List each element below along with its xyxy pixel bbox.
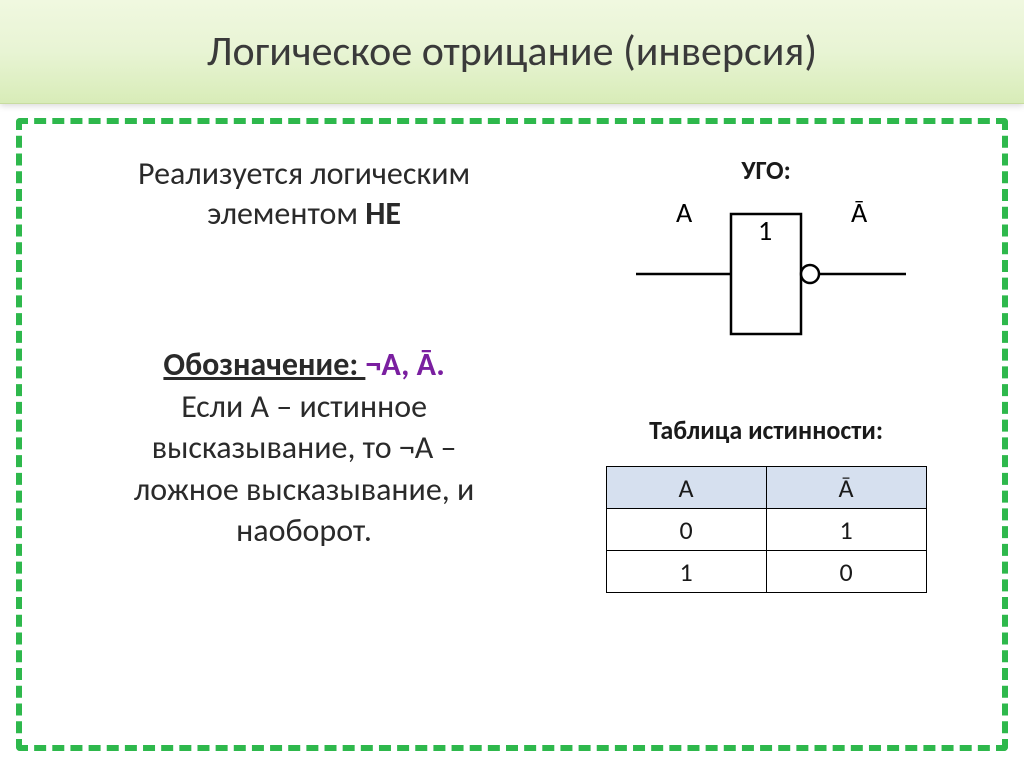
notation-line: Обозначение: ¬А, Ā. xyxy=(50,344,558,386)
truth-table: А Ā 0 1 1 0 xyxy=(606,466,927,593)
ugo-label: УГО: xyxy=(558,154,974,186)
truth-row-1: 1 0 xyxy=(606,551,926,593)
notation-desc-3: ложное высказывание, и xyxy=(50,469,558,511)
left-column: Реализуется логическим элементом НЕ Обоз… xyxy=(50,154,558,593)
truth-cell: 1 xyxy=(606,551,766,593)
notation-symbols: ¬А, Ā. xyxy=(365,345,444,384)
gate-output-label: Ā xyxy=(851,195,868,230)
truth-header-row: А Ā xyxy=(606,467,926,509)
truth-row-0: 0 1 xyxy=(606,509,926,551)
gate-input-label: A xyxy=(676,195,693,230)
slide-title: Логическое отрицание (инверсия) xyxy=(207,26,817,77)
truth-header-abar: Ā xyxy=(766,467,926,509)
notation-block: Обозначение: ¬А, Ā. Если А – истинное вы… xyxy=(50,344,558,552)
notation-desc-1: Если А – истинное xyxy=(50,386,558,428)
notation-desc-2: высказывание, то ¬А – xyxy=(50,427,558,469)
intro-bold: НЕ xyxy=(365,194,401,233)
right-column: УГО: A Ā 1 xyxy=(558,154,974,593)
gate-svg: A Ā 1 xyxy=(606,194,926,354)
truth-header-a: А xyxy=(606,467,766,509)
content-row: Реализуется логическим элементом НЕ Обоз… xyxy=(50,154,974,593)
intro-text: Реализуется логическим элементом НЕ xyxy=(50,154,558,234)
gate-symbol: 1 xyxy=(758,213,772,248)
truth-table-label: Таблица истинности: xyxy=(558,414,974,446)
gate-diagram: A Ā 1 xyxy=(606,194,926,354)
notation-desc-4: наоборот. xyxy=(50,510,558,552)
title-bar: Логическое отрицание (инверсия) xyxy=(0,0,1024,104)
slide: Логическое отрицание (инверсия) Реализуе… xyxy=(0,0,1024,767)
truth-cell: 0 xyxy=(606,509,766,551)
content-frame: Реализуется логическим элементом НЕ Обоз… xyxy=(16,118,1008,751)
intro-line1: Реализуется логическим xyxy=(138,154,470,193)
truth-cell: 1 xyxy=(766,509,926,551)
intro-line2-prefix: элементом xyxy=(207,194,365,233)
notation-label: Обозначение: xyxy=(163,345,365,384)
truth-cell: 0 xyxy=(766,551,926,593)
